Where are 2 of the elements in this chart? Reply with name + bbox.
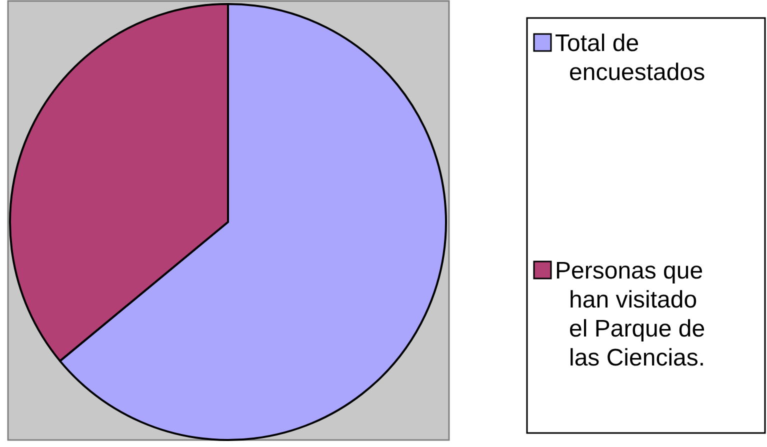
legend-label: Personas que han visitado el Parque de las Ciencias. — [555, 258, 706, 372]
legend-label: Total de encuestados — [555, 30, 706, 86]
